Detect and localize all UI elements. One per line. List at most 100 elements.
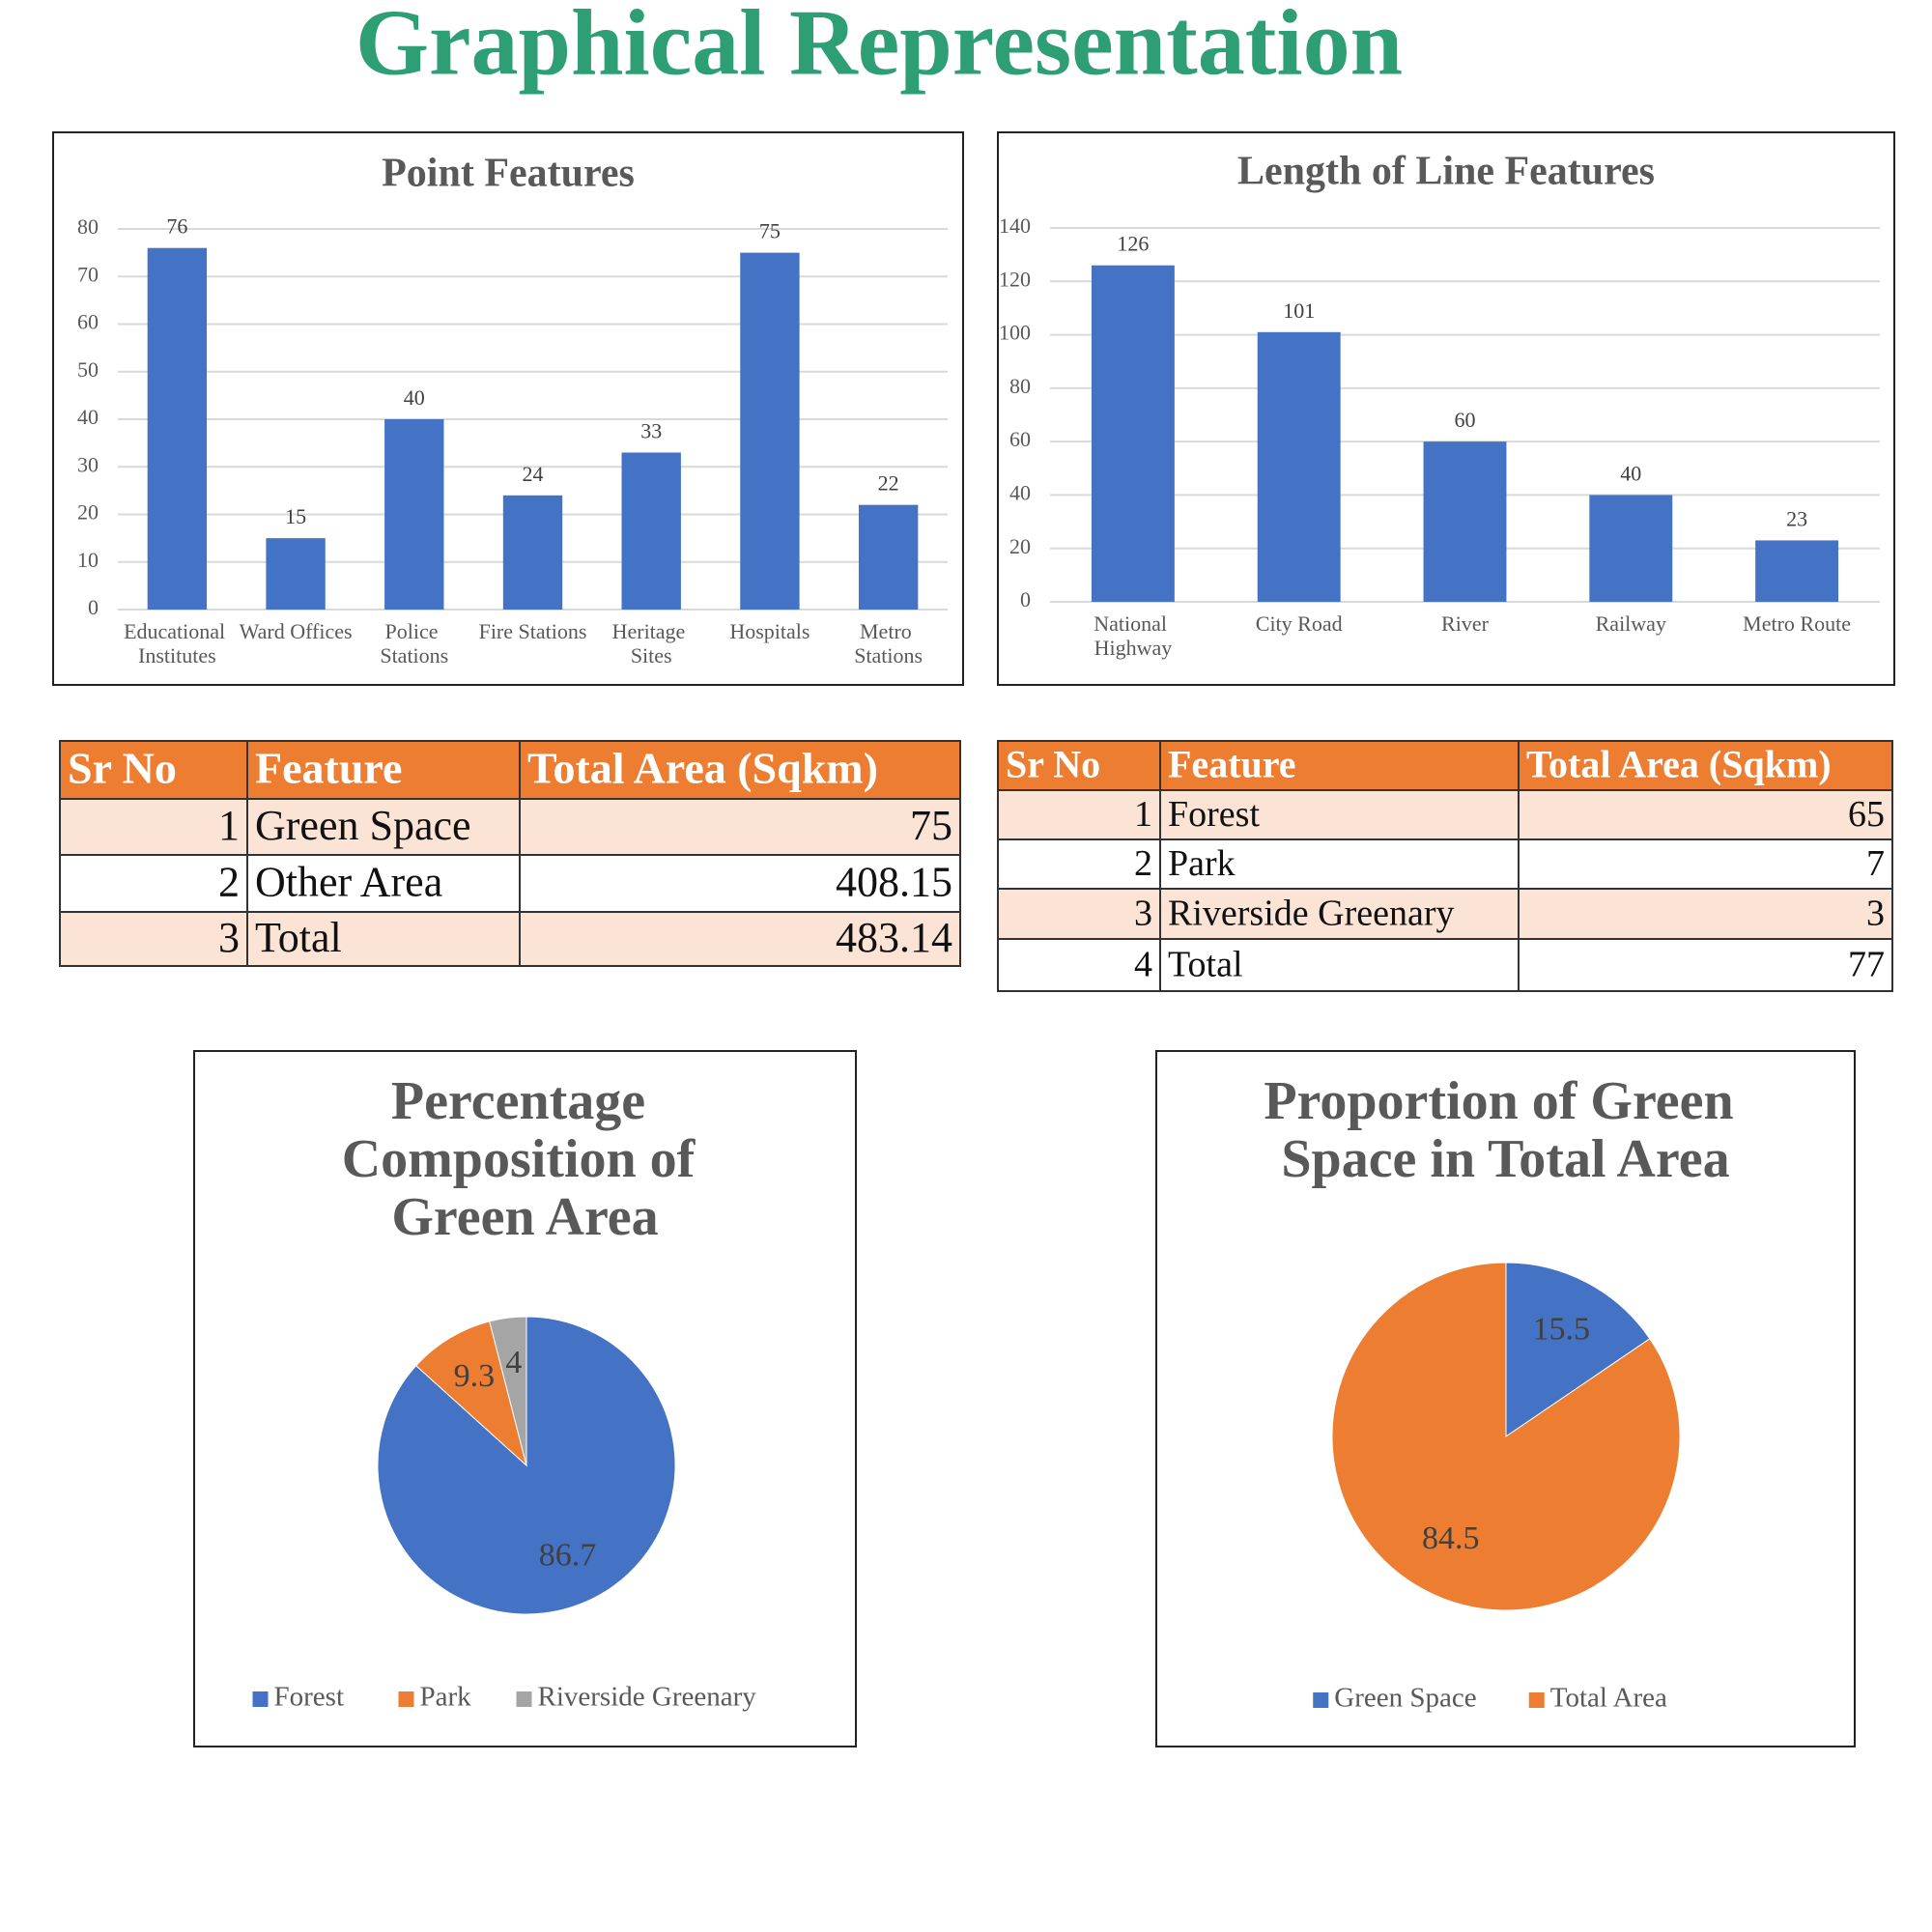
x-tick-label: National Highway (1094, 611, 1172, 660)
chart-title: Proportion of Green Space in Total Area (1264, 1071, 1747, 1189)
table-cell (1159, 789, 1520, 840)
x-tick-label: Railway (1596, 611, 1666, 636)
data-label: 86.7 (539, 1538, 597, 1574)
cell-text: 4 (1134, 945, 1152, 985)
y-tick-label: 70 (77, 262, 99, 286)
data-label: 15 (285, 504, 306, 528)
pie-slice (415, 1321, 527, 1467)
legend-label: Total Area (1550, 1683, 1667, 1714)
bar (1091, 265, 1175, 602)
data-label: 101 (1283, 298, 1315, 323)
cell-text: 2 (1134, 843, 1152, 884)
y-tick-label: 50 (77, 357, 99, 382)
y-tick-label: 0 (88, 595, 99, 619)
data-label: 33 (640, 419, 662, 443)
table-cell (1159, 838, 1520, 890)
y-tick-label: 30 (77, 452, 99, 476)
y-tick-label: 80 (77, 214, 99, 239)
cell-text: 7 (1866, 843, 1885, 884)
x-tick-label: City Road (1256, 611, 1343, 636)
table-cell (1518, 888, 1893, 940)
data-label: 84.5 (1422, 1520, 1480, 1556)
legend-label: Park (420, 1682, 472, 1713)
y-tick-label: 40 (1009, 480, 1031, 504)
legend-label: Green Space (1334, 1683, 1476, 1714)
table-cell (246, 854, 521, 913)
chart-title: Point Features (382, 152, 635, 196)
data-label: 9.3 (454, 1358, 496, 1394)
legend-label: Forest (274, 1682, 345, 1713)
table-cell (1518, 838, 1893, 890)
cell-text: 3 (1866, 894, 1885, 934)
data-label: 24 (523, 462, 544, 486)
table-cell (1518, 740, 1893, 791)
table-cell (59, 911, 248, 967)
data-label: 4 (505, 1345, 522, 1380)
cell-text: Green Space (255, 802, 471, 849)
y-tick-label: 60 (77, 310, 99, 334)
bar (1257, 331, 1341, 602)
chart-title: Percentage Composition of Green Area (342, 1071, 709, 1247)
pie-slice (1331, 1262, 1681, 1611)
cell-text: 77 (1848, 945, 1885, 985)
legend-swatch (516, 1691, 532, 1707)
data-label: 40 (1620, 461, 1641, 485)
cell-text: 3 (218, 914, 240, 961)
legend-swatch (1528, 1692, 1545, 1708)
y-tick-label: 120 (999, 267, 1031, 291)
x-tick-label: Heritage Sites (612, 619, 691, 668)
legend-swatch (252, 1691, 269, 1707)
table-cell (59, 740, 248, 800)
data-label: 15.5 (1533, 1312, 1591, 1348)
bar (1589, 495, 1673, 602)
x-tick-label: Metro Stations (854, 619, 923, 668)
table-cell (519, 911, 961, 967)
y-tick-label: 60 (1009, 427, 1031, 451)
cell-text: 3 (1134, 894, 1152, 934)
table-cell (1518, 789, 1893, 840)
cell-text: Total (1168, 945, 1243, 985)
y-tick-label: 80 (1009, 374, 1031, 398)
bar (1755, 540, 1839, 602)
table-cell (997, 838, 1161, 890)
y-tick-label: 100 (999, 321, 1031, 345)
table-cell (997, 789, 1161, 840)
bar (266, 538, 326, 610)
cell-text: Feature (255, 744, 402, 793)
cell-text: Total (255, 914, 342, 961)
cell-text: 65 (1848, 794, 1885, 835)
table-cell (519, 740, 961, 800)
data-label: 126 (1117, 232, 1149, 256)
bar (621, 452, 681, 610)
cell-text: 75 (910, 802, 952, 849)
cell-text: Total Area (Sqkm) (1526, 743, 1832, 786)
cell-text: Total Area (Sqkm) (527, 744, 878, 793)
chart-frame (1155, 1050, 1856, 1747)
data-label: 75 (759, 219, 781, 243)
x-tick-label: Educational Institutes (124, 619, 231, 668)
cell-text: Other Area (255, 859, 442, 906)
legend-label: Riverside Greenary (538, 1682, 757, 1713)
table-cell (1518, 938, 1893, 992)
cell-text: Riverside Greenary (1168, 894, 1455, 934)
y-tick-label: 40 (77, 405, 99, 429)
table-cell (1159, 888, 1520, 940)
cell-text: Feature (1168, 743, 1296, 786)
x-tick-label: Metro Route (1743, 611, 1851, 636)
bar (384, 419, 444, 610)
x-tick-label: Hospitals (729, 619, 810, 643)
table-cell (246, 911, 521, 967)
legend-swatch (398, 1691, 414, 1707)
page-title: Graphical Representation (355, 0, 1403, 95)
x-tick-label: River (1441, 611, 1490, 636)
y-tick-label: 140 (999, 213, 1031, 238)
y-tick-label: 0 (1020, 587, 1031, 611)
pie-slice (1505, 1262, 1651, 1437)
data-label: 60 (1455, 408, 1476, 432)
cell-text: 1 (218, 802, 240, 849)
bar (1423, 441, 1507, 602)
bar (147, 247, 208, 610)
y-tick-label: 20 (1009, 534, 1031, 558)
pie-slice (489, 1316, 527, 1466)
